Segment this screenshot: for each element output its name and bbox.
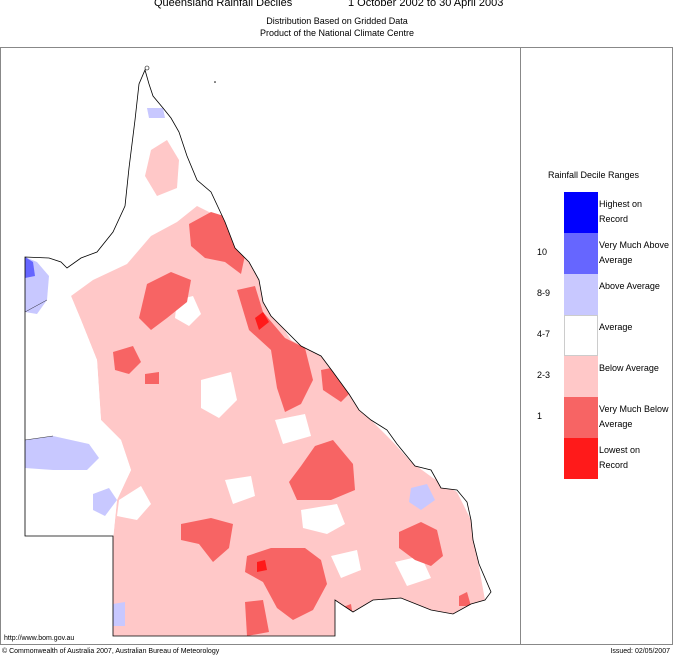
subtitle-line-2: Product of the National Climate Centre: [259, 28, 415, 38]
legend-label: Lowest on Record: [599, 445, 641, 470]
very-much-below-region: [181, 518, 233, 562]
map-title-text: Queensland Rainfall Deciles: [154, 0, 293, 9]
legend-decile: 8-9: [537, 288, 551, 298]
below-average-cape-region: [145, 140, 179, 196]
very-much-below-region: [289, 440, 355, 500]
legend-label: Average: [599, 322, 633, 332]
average-west-region: [25, 257, 131, 560]
very-much-below-region: [113, 346, 141, 374]
legend-decile: 1: [537, 411, 543, 421]
legend-swatch: [564, 438, 598, 479]
average-patch: [275, 414, 311, 444]
very-much-below-region: [245, 600, 269, 636]
legend-swatch: [564, 397, 598, 438]
lowest-on-record-region: [257, 560, 267, 572]
subtitle-line-1: Distribution Based on Gridded Data: [266, 16, 408, 26]
average-patch: [117, 486, 151, 520]
legend-swatch: [564, 356, 598, 397]
very-much-below-region: [399, 522, 443, 566]
legend-decile: 10: [537, 247, 548, 257]
above-average-region: [409, 484, 435, 510]
very-much-below-region: [145, 372, 159, 384]
very-much-below-region: [459, 592, 471, 606]
above-average-region: [93, 488, 117, 516]
very-much-below-region: [139, 272, 191, 330]
average-patch: [301, 504, 345, 534]
map-subtitle: Distribution Based on Gridded Data Produ…: [0, 15, 674, 39]
very-much-above-region: [25, 257, 35, 278]
copyright-text: © Commonwealth of Australia 2007, Austra…: [2, 648, 220, 655]
legend-decile: 4-7: [537, 329, 551, 339]
legend-label: Above Average: [599, 281, 660, 291]
average-patch: [201, 372, 237, 418]
legend-label: Below Average: [599, 363, 659, 373]
region-boundaries: [24, 299, 54, 441]
queensland-decile-map: [24, 65, 492, 637]
legend-label: Highest on Record: [599, 199, 643, 224]
legend-label: Very Much Below Average: [599, 404, 669, 429]
map-period: 1 October 2002 to 30 April 2003: [348, 0, 504, 9]
average-patch: [395, 556, 431, 586]
source-url[interactable]: http://www.bom.gov.au: [4, 635, 75, 642]
decile-regions: [25, 70, 491, 636]
legend-swatch: [564, 192, 598, 233]
legend-swatch: [564, 274, 598, 315]
above-average-region: [25, 436, 99, 470]
legend-swatch: [564, 233, 598, 274]
legend-decile: 2-3: [537, 370, 551, 380]
above-average-region: [147, 108, 165, 118]
average-patch: [331, 550, 361, 578]
issued-date: Issued: 02/05/2007: [610, 648, 670, 655]
map-frame: [0, 47, 673, 645]
island-dot: [214, 81, 216, 83]
average-patch: [225, 476, 255, 504]
legend-label: Very Much Above Average: [599, 240, 670, 265]
island-outline: [144, 65, 150, 71]
legend-title: Rainfall Decile Ranges: [548, 170, 640, 180]
legend-swatch: [564, 315, 598, 356]
lowest-on-record-region: [255, 312, 269, 330]
above-average-region: [113, 602, 125, 626]
legend-divider: [520, 47, 521, 645]
